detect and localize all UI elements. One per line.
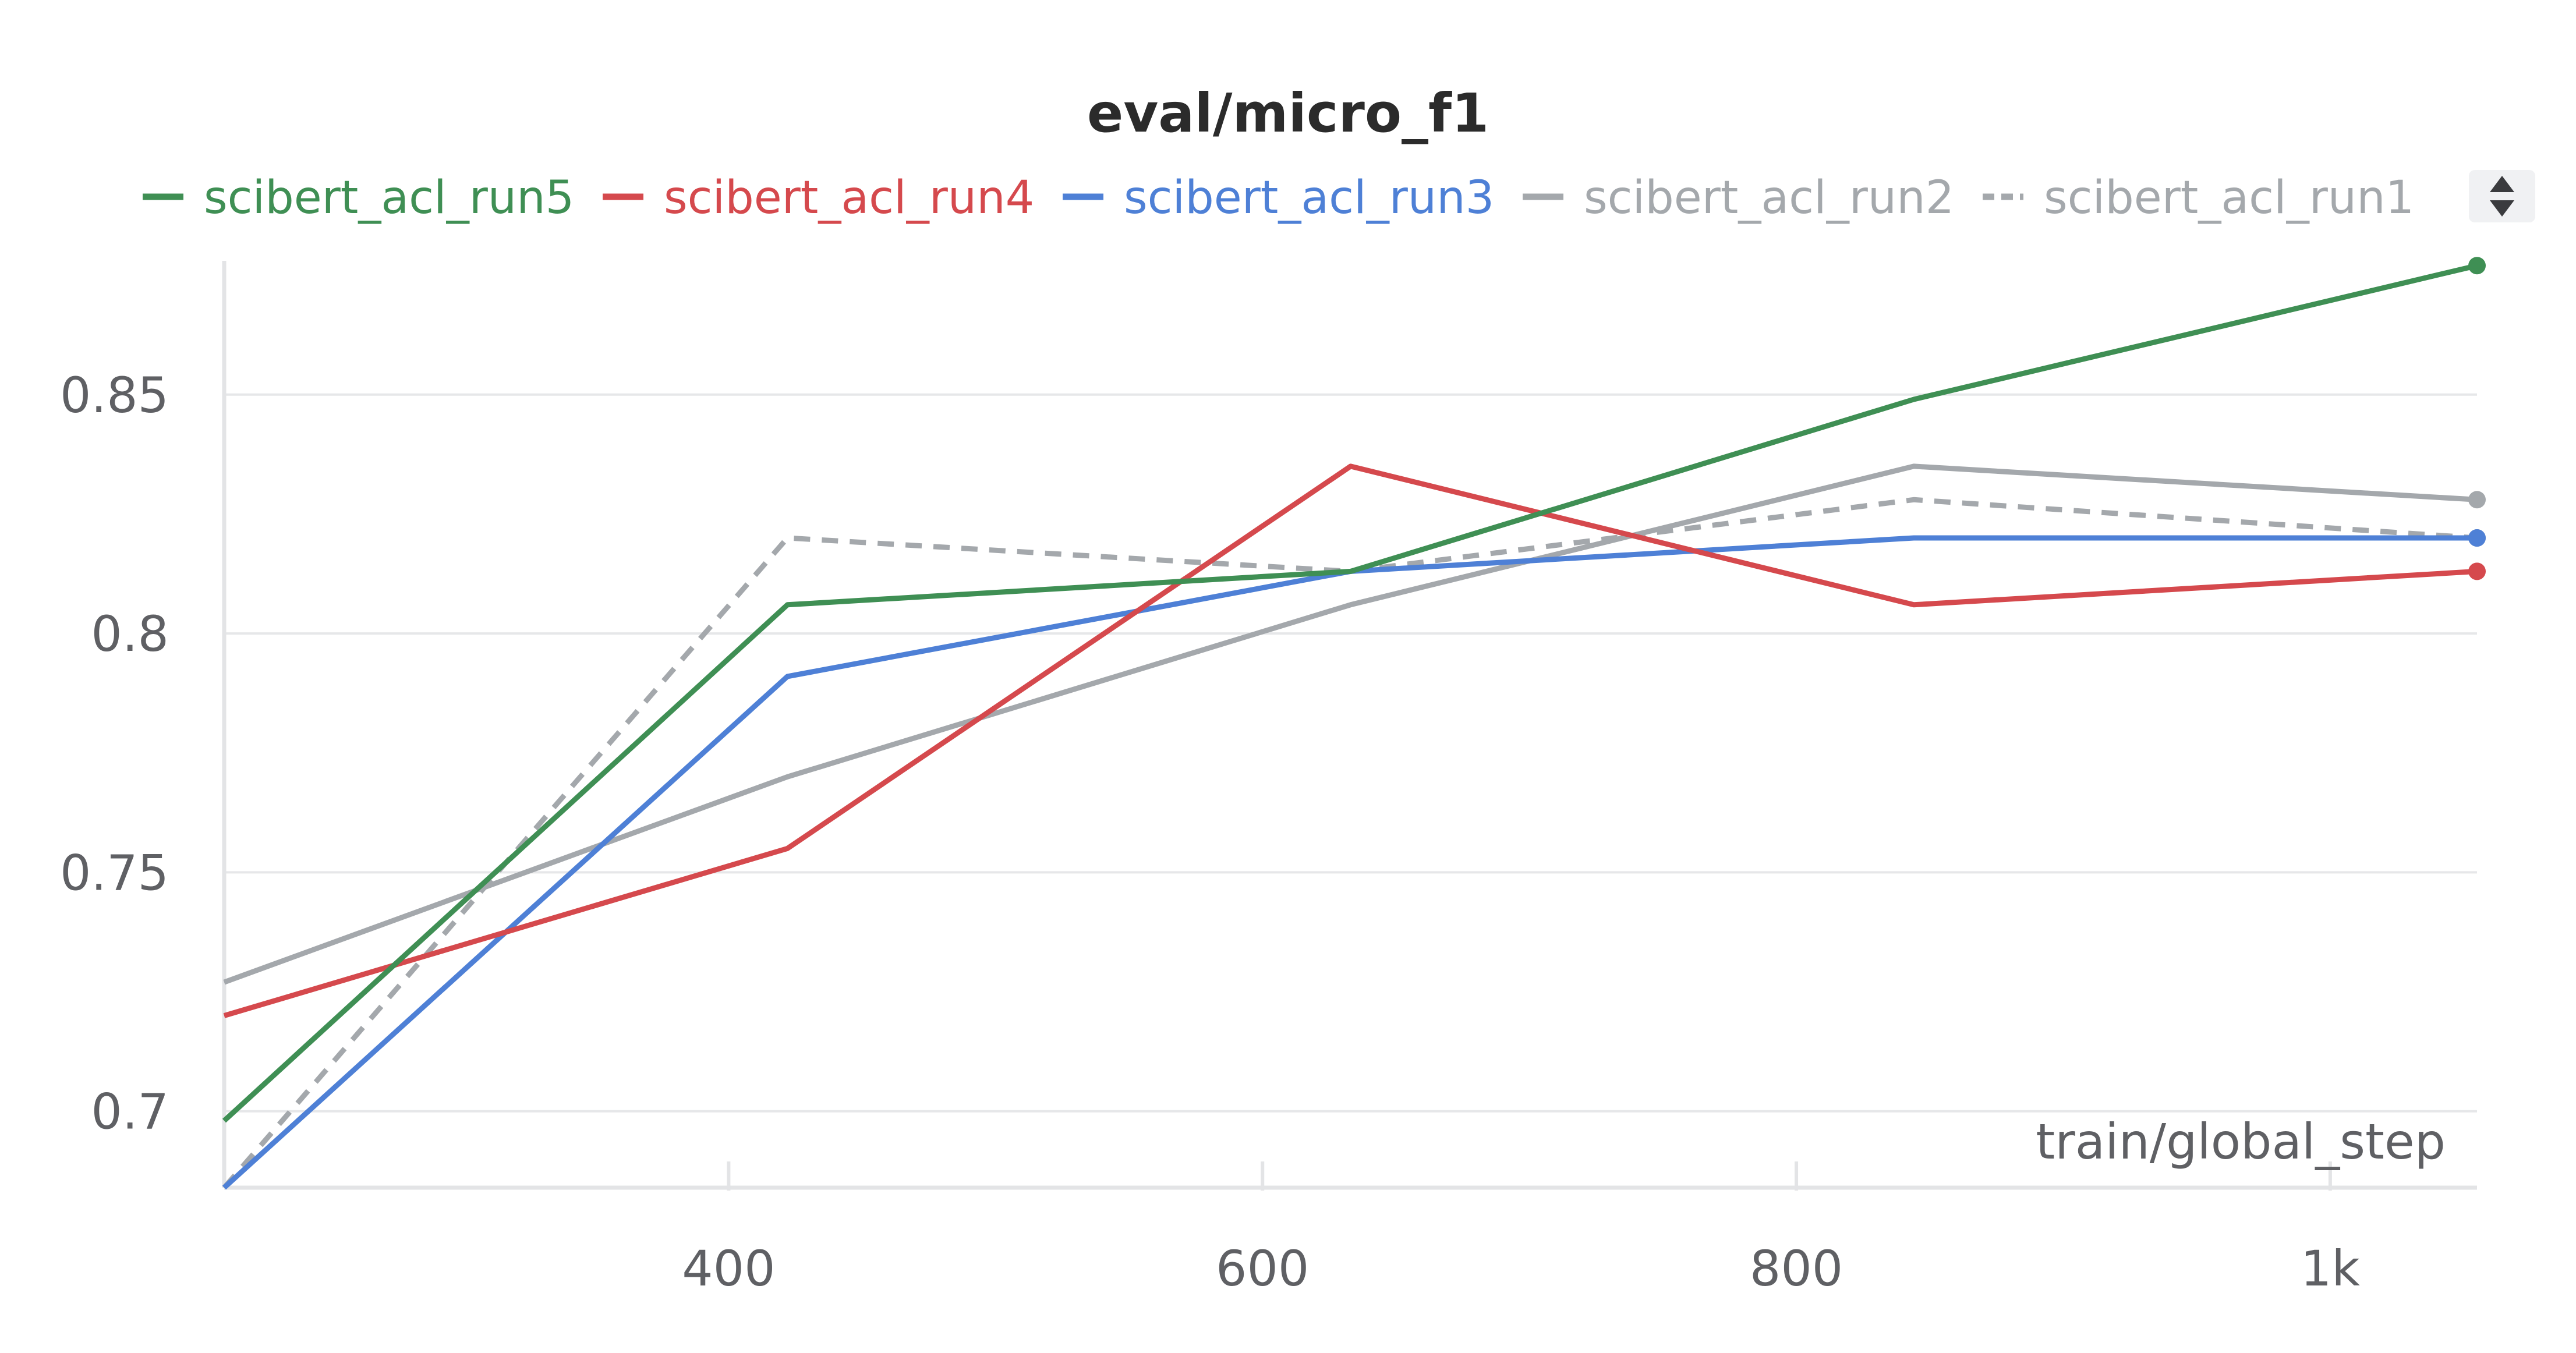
axes	[222, 261, 2477, 1190]
series-layer	[222, 257, 2486, 1190]
grid	[224, 393, 2477, 1113]
y-tick-label: 0.75	[60, 844, 169, 901]
series-line-scibert_acl_run2	[223, 463, 2478, 985]
legend-label-scibert_acl_run2: scibert_acl_run2	[1584, 172, 1954, 224]
y-tick-label: 0.7	[91, 1083, 169, 1141]
up-down-arrows-icon	[2490, 176, 2514, 217]
x-axis-title: train/global_step	[2036, 1113, 2446, 1170]
series-endpoint-scibert_acl_run5	[2468, 257, 2486, 275]
legend-label-scibert_acl_run3: scibert_acl_run3	[1124, 172, 1494, 224]
series-endpoint-scibert_acl_run2	[2468, 491, 2486, 509]
ticks: 0.7 0.75 0.8 0.85 400 600 800 1k	[60, 367, 2360, 1297]
x-tick-label: 800	[1750, 1240, 1843, 1297]
legend: scibert_acl_run5 scibert_acl_run4 scibert_…	[143, 172, 2414, 224]
y-tick-label: 0.85	[60, 367, 169, 424]
y-tick-label: 0.8	[91, 605, 169, 663]
x-tick-label: 600	[1216, 1240, 1309, 1297]
series-endpoint-scibert_acl_run4	[2468, 562, 2486, 580]
x-tick-label: 1k	[2301, 1240, 2360, 1297]
series-line-scibert_acl_run3	[222, 535, 2477, 1190]
chart-title: eval/micro_f1	[1087, 82, 1489, 144]
legend-scroll-button[interactable]	[2469, 170, 2535, 222]
x-tick-label: 400	[682, 1240, 775, 1297]
series-line-scibert_acl_run4	[223, 463, 2478, 1018]
legend-label-scibert_acl_run5: scibert_acl_run5	[204, 172, 574, 224]
legend-label-scibert_acl_run1: scibert_acl_run1	[2044, 172, 2414, 224]
legend-label-scibert_acl_run4: scibert_acl_run4	[664, 172, 1034, 224]
series-line-scibert_acl_run1	[222, 497, 2478, 1189]
series-endpoint-scibert_acl_run3	[2468, 529, 2486, 547]
series-line-scibert_acl_run5	[222, 263, 2478, 1123]
